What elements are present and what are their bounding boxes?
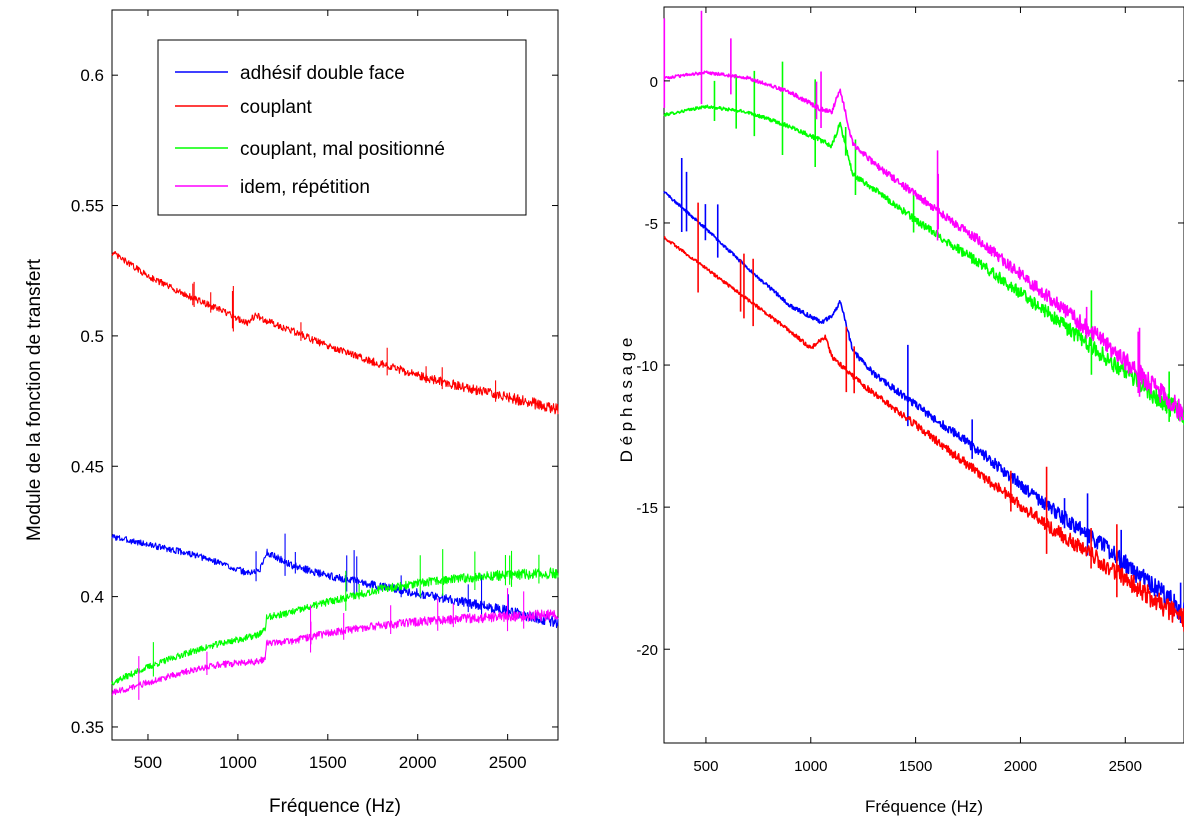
right-axes-group: 500 1000 1500 2000 2500 -20 -15 -10 -5 0 xyxy=(636,7,1184,775)
y-tick-label: 0 xyxy=(650,74,658,91)
legend-label-mal-positionne: couplant, mal positionné xyxy=(240,139,445,160)
x-tick-label: 1000 xyxy=(794,758,827,775)
x-tick-label: 2500 xyxy=(1109,758,1142,775)
y-tick-label: 0.55 xyxy=(71,197,104,216)
x-tick-label: 2000 xyxy=(399,753,437,772)
x-tick-label: 500 xyxy=(134,753,162,772)
right-chart: 500 1000 1500 2000 2500 -20 -15 -10 -5 0 Fréquenc… xyxy=(617,7,1184,816)
y-tick-label: -5 xyxy=(645,216,658,233)
left-chart: 500 1000 1500 2000 2500 0.35 0.4 0.45 0.5 0.55 0.6… xyxy=(24,10,558,817)
legend-label-couplant: couplant xyxy=(240,97,313,118)
y-tick-label: 0.6 xyxy=(80,66,104,85)
legend-label-adhesif: adhésif double face xyxy=(240,63,405,84)
left-y-axis-label: Module de la fonction de transfert xyxy=(24,258,45,541)
x-tick-label: 1500 xyxy=(309,753,347,772)
y-tick-label: 0.5 xyxy=(80,327,104,346)
y-tick-label: 0.45 xyxy=(71,457,104,476)
y-tick-label: 0.35 xyxy=(71,718,104,737)
y-tick-label: -10 xyxy=(636,358,658,375)
left-x-axis-label: Fréquence (Hz) xyxy=(269,796,401,817)
series-line xyxy=(664,203,1184,632)
x-tick-label: 1000 xyxy=(219,753,257,772)
y-tick-label: 0.4 xyxy=(80,588,104,607)
series-line xyxy=(112,252,558,415)
right-y-axis-label: D é p h a s a g e xyxy=(617,338,636,463)
legend-label-repetition: idem, répétition xyxy=(240,177,370,198)
x-tick-label: 2000 xyxy=(1004,758,1037,775)
x-tick-label: 1500 xyxy=(899,758,932,775)
x-tick-label: 500 xyxy=(693,758,718,775)
x-tick-label: 2500 xyxy=(489,753,527,772)
series-line xyxy=(664,62,1184,425)
right-plot-frame xyxy=(664,7,1184,743)
left-series-group xyxy=(112,252,558,700)
right-x-axis-label: Fréquence (Hz) xyxy=(865,797,983,816)
right-series-group xyxy=(664,11,1184,632)
y-tick-label: -15 xyxy=(636,500,658,517)
legend: adhésif double face couplant couplant, m… xyxy=(158,40,526,215)
y-tick-label: -20 xyxy=(636,642,658,659)
